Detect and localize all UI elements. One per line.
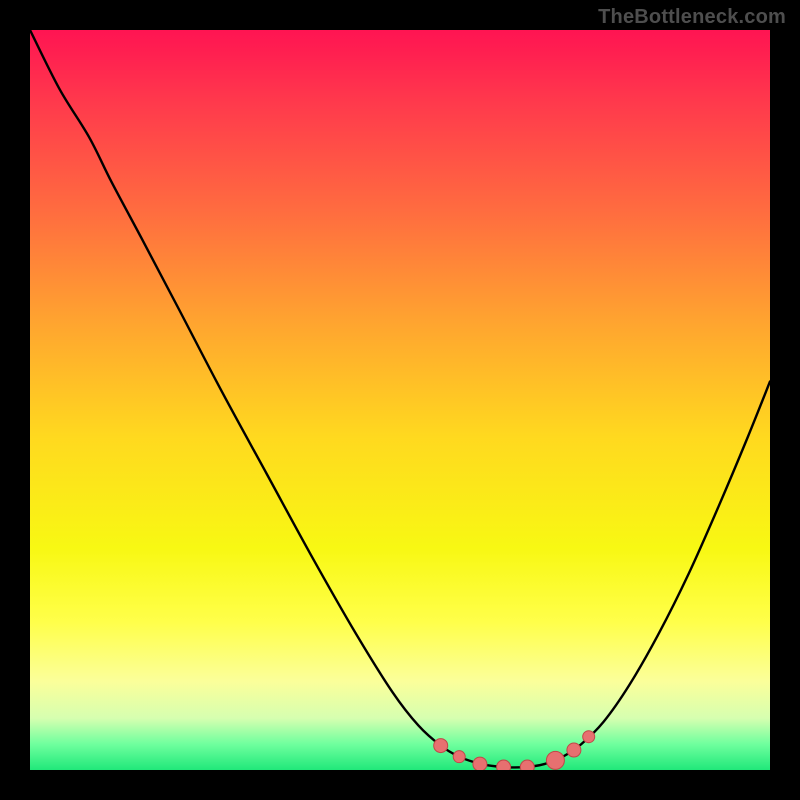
chart-svg (30, 30, 770, 770)
marker-point (546, 751, 564, 769)
marker-point (434, 739, 448, 753)
marker-point (497, 760, 511, 770)
watermark-text: TheBottleneck.com (598, 6, 786, 29)
marker-point (583, 731, 595, 743)
plot-area (30, 30, 770, 770)
marker-point (473, 757, 487, 770)
marker-group (434, 731, 595, 770)
marker-point (567, 743, 581, 757)
marker-point (453, 751, 465, 763)
bottleneck-curve (30, 30, 770, 767)
marker-point (520, 760, 534, 770)
